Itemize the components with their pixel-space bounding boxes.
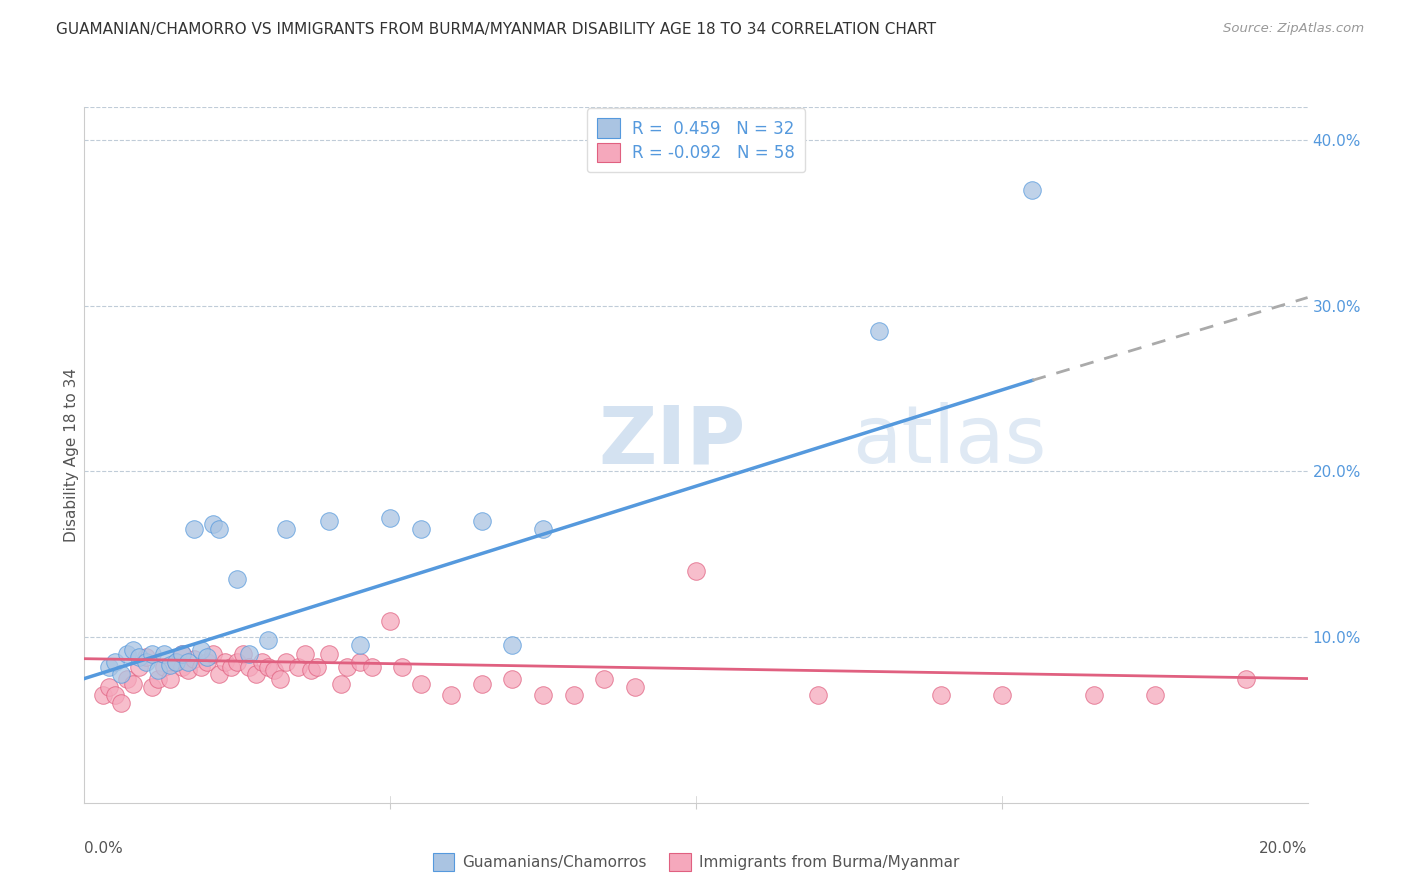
Point (276, 523, 298, 537)
Point (238, 647, 260, 661)
Point (318, 647, 340, 661)
Point (409, 523, 432, 537)
Point (502, 639, 524, 653)
Text: 20.0%: 20.0% (1260, 841, 1308, 856)
Point (97, 680, 120, 694)
Point (153, 647, 176, 661)
Point (471, 514, 494, 528)
Point (1083, 688, 1105, 702)
Point (219, 660, 242, 674)
Point (172, 647, 194, 661)
Point (91, 688, 114, 702)
Point (172, 660, 194, 674)
Point (128, 650, 150, 665)
Point (263, 663, 285, 677)
Point (159, 672, 181, 686)
Point (232, 647, 254, 661)
Point (257, 660, 280, 674)
Point (128, 660, 150, 674)
Text: 0.0%: 0.0% (84, 841, 124, 856)
Point (104, 688, 127, 702)
Point (349, 639, 371, 653)
Point (440, 688, 463, 702)
Point (299, 663, 322, 677)
Point (991, 688, 1014, 702)
Point (104, 655, 127, 669)
Point (135, 650, 157, 665)
Y-axis label: Disability Age 18 to 34: Disability Age 18 to 34 (63, 368, 79, 542)
Point (226, 572, 249, 586)
Point (122, 643, 145, 657)
Point (146, 663, 169, 677)
Point (183, 523, 205, 537)
Point (1143, 688, 1166, 702)
Point (195, 655, 218, 669)
Point (276, 655, 298, 669)
Point (1236, 672, 1258, 686)
Point (531, 688, 554, 702)
Point (172, 647, 194, 661)
Point (685, 564, 707, 578)
Text: GUAMANIAN/CHAMORRO VS IMMIGRANTS FROM BURMA/MYANMAR DISABILITY AGE 18 TO 34 CORR: GUAMANIAN/CHAMORRO VS IMMIGRANTS FROM BU… (56, 22, 936, 37)
Point (110, 666, 132, 681)
Point (336, 660, 359, 674)
Point (122, 676, 145, 690)
Point (115, 672, 138, 686)
Point (380, 511, 402, 525)
Point (287, 660, 309, 674)
Point (349, 655, 371, 669)
Point (208, 666, 231, 681)
Point (238, 660, 260, 674)
Text: ZIP: ZIP (598, 402, 745, 480)
Point (135, 655, 157, 669)
Point (146, 672, 169, 686)
Point (409, 676, 432, 690)
Point (201, 517, 224, 532)
Point (869, 324, 891, 338)
Point (1021, 183, 1043, 197)
Point (110, 697, 132, 711)
Point (929, 688, 952, 702)
Point (807, 688, 830, 702)
Point (214, 655, 236, 669)
Point (177, 655, 200, 669)
Point (141, 680, 163, 694)
Point (115, 647, 138, 661)
Point (562, 688, 585, 702)
Point (624, 680, 647, 694)
Point (201, 647, 224, 661)
Point (250, 655, 273, 669)
Point (380, 614, 402, 628)
Point (190, 643, 212, 657)
Point (391, 660, 413, 674)
Point (593, 672, 616, 686)
Point (294, 647, 316, 661)
Point (165, 655, 187, 669)
Point (97, 660, 120, 674)
Point (153, 660, 176, 674)
Point (208, 523, 231, 537)
Text: Source: ZipAtlas.com: Source: ZipAtlas.com (1223, 22, 1364, 36)
Point (330, 676, 353, 690)
Point (360, 660, 382, 674)
Point (177, 663, 200, 677)
Point (502, 672, 524, 686)
Point (305, 660, 328, 674)
Point (226, 655, 249, 669)
Point (183, 651, 205, 665)
Point (245, 666, 267, 681)
Point (531, 523, 554, 537)
Point (195, 650, 218, 665)
Point (471, 676, 494, 690)
Text: atlas: atlas (852, 402, 1047, 480)
Point (318, 514, 340, 528)
Point (159, 658, 181, 673)
Point (141, 647, 163, 661)
Point (257, 633, 280, 648)
Point (190, 660, 212, 674)
Point (269, 672, 291, 686)
Legend: Guamanians/Chamorros, Immigrants from Burma/Myanmar: Guamanians/Chamorros, Immigrants from Bu… (426, 846, 966, 879)
Point (165, 655, 187, 669)
